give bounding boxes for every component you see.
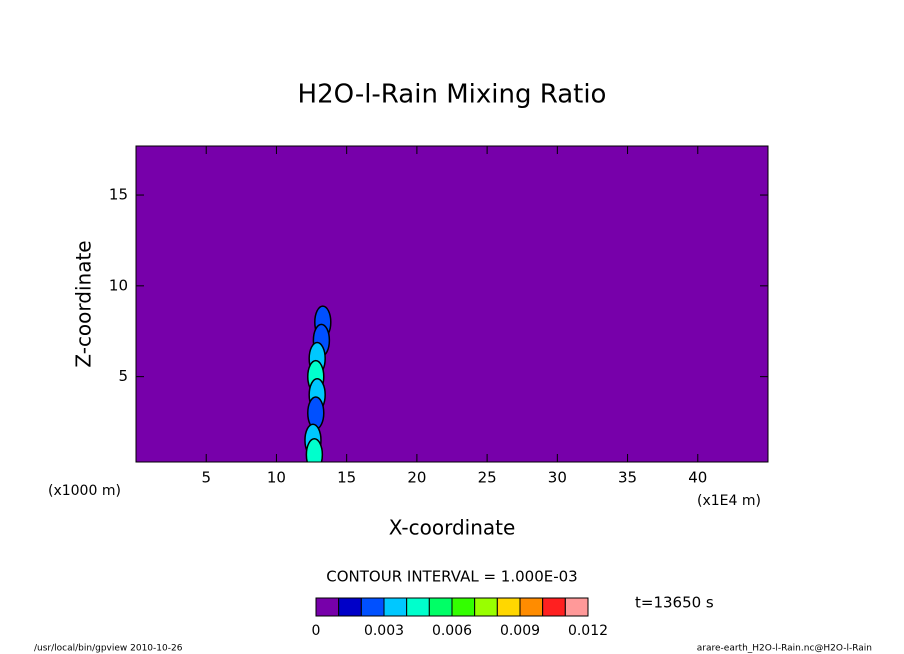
contour-interval: CONTOUR INTERVAL = 1.000E-03 <box>326 568 577 586</box>
colorbar-tick-label: 0.003 <box>364 623 404 639</box>
footer-right: arare-earth_H2O-l-Rain.nc@H2O-l-Rain <box>697 644 872 654</box>
chart-title: H2O-l-Rain Mixing Ratio <box>298 80 607 110</box>
colorbar-box <box>406 597 430 617</box>
colorbar-box <box>564 597 589 617</box>
y-tick-label: 5 <box>118 367 128 385</box>
x-tick-label: 25 <box>478 469 497 487</box>
x-tick-label: 20 <box>407 469 426 487</box>
colorbar-tick-label: 0 <box>312 623 321 639</box>
plot-frame <box>135 145 769 463</box>
colorbar-box <box>428 597 453 617</box>
x-axis-label: X-coordinate <box>389 516 516 540</box>
y-tick-label: 15 <box>109 186 128 204</box>
time-label: t=13650 s <box>635 594 714 612</box>
plot-background <box>136 146 768 462</box>
colorbar-box <box>315 597 340 617</box>
colorbar-box <box>360 597 385 617</box>
colorbar-box <box>338 597 362 617</box>
colorbar-tick-label: 0.012 <box>568 623 608 639</box>
x-tick-label: 10 <box>267 469 286 487</box>
x-tick-label: 15 <box>337 469 356 487</box>
y-tick-label: 10 <box>109 276 128 294</box>
colorbar-box <box>496 597 521 617</box>
colorbar-box <box>519 597 544 617</box>
y-axis-label: Z-coordinate <box>72 240 96 367</box>
x-tick-label: 35 <box>618 469 637 487</box>
contour-cell <box>307 396 325 430</box>
colorbar-box <box>542 597 566 617</box>
x-unit: (x1E4 m) <box>697 493 761 509</box>
colorbar-box <box>383 597 408 617</box>
y-unit: (x1000 m) <box>48 483 121 499</box>
colorbar-tick-label: 0.006 <box>432 623 472 639</box>
colorbar-tick-label: 0.009 <box>500 623 540 639</box>
colorbar-box <box>474 597 498 617</box>
x-tick-label: 5 <box>201 469 211 487</box>
x-tick-label: 40 <box>688 469 707 487</box>
x-tick-label: 30 <box>548 469 567 487</box>
contour-cell <box>305 437 324 462</box>
colorbar-box <box>451 597 476 617</box>
footer-left: /usr/local/bin/gpview 2010-10-26 <box>34 644 183 654</box>
